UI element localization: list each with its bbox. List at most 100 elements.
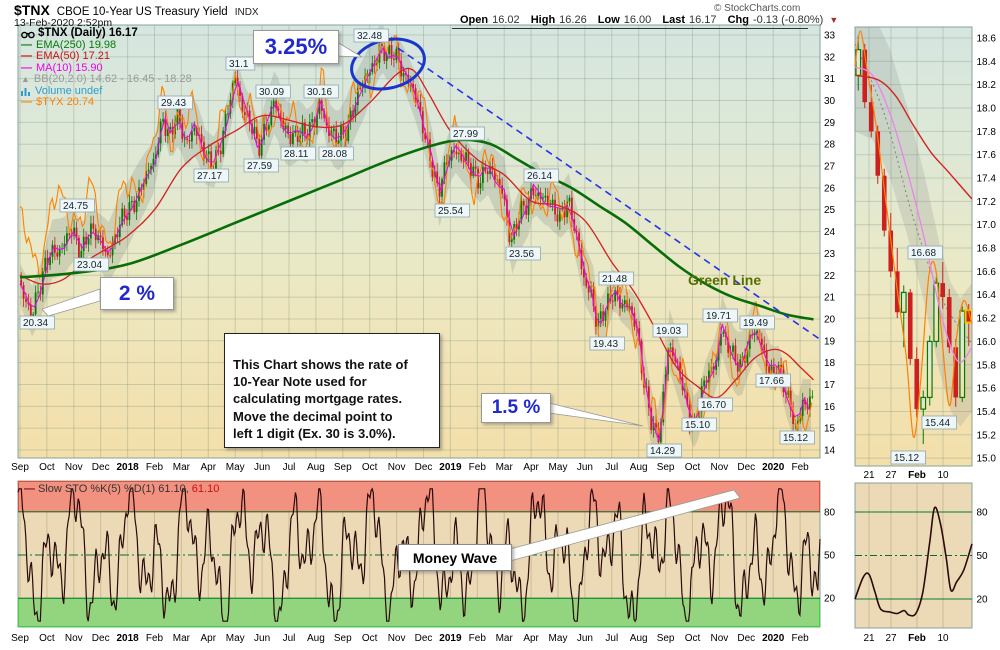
svg-text:Dec: Dec xyxy=(737,633,755,644)
chg-value: -0.13 (-0.80%) xyxy=(752,14,824,26)
svg-text:Jul: Jul xyxy=(605,462,618,473)
svg-text:Jul: Jul xyxy=(283,633,296,644)
svg-text:27: 27 xyxy=(885,633,897,644)
svg-text:18.6: 18.6 xyxy=(977,34,997,45)
ema50-line xyxy=(19,67,814,399)
svg-text:21: 21 xyxy=(863,633,875,644)
svg-text:18.4: 18.4 xyxy=(977,57,997,68)
svg-text:Nov: Nov xyxy=(65,633,83,644)
svg-text:17: 17 xyxy=(824,380,836,391)
svg-text:Feb: Feb xyxy=(146,462,164,473)
svg-text:2019: 2019 xyxy=(439,462,462,473)
svg-text:50: 50 xyxy=(824,551,836,562)
last-value: 16.17 xyxy=(688,14,717,26)
svg-text:Aug: Aug xyxy=(307,462,325,473)
svg-text:19: 19 xyxy=(824,336,836,347)
mini-sto-panel: 80 50 20 21 27 Feb 10 xyxy=(854,482,989,644)
svg-text:Oct: Oct xyxy=(39,462,55,473)
svg-text:2018: 2018 xyxy=(116,462,139,473)
svg-text:20.34: 20.34 xyxy=(23,318,48,329)
svg-text:29: 29 xyxy=(824,118,836,129)
svg-text:27.99: 27.99 xyxy=(453,129,478,140)
svg-text:31: 31 xyxy=(824,74,836,85)
svg-text:Feb: Feb xyxy=(908,470,926,481)
svg-text:80: 80 xyxy=(977,508,989,519)
svg-text:15.0: 15.0 xyxy=(977,454,997,465)
svg-text:Mar: Mar xyxy=(173,633,191,644)
svg-text:26: 26 xyxy=(824,183,836,194)
low-value: 16.00 xyxy=(623,14,652,26)
svg-text:21: 21 xyxy=(863,470,875,481)
svg-text:Nov: Nov xyxy=(388,462,406,473)
mini-tyx-line xyxy=(855,30,972,438)
svg-text:Feb: Feb xyxy=(791,462,809,473)
mini-ma10-line xyxy=(855,66,972,364)
svg-text:Aug: Aug xyxy=(630,633,648,644)
svg-text:30: 30 xyxy=(824,96,836,107)
high-label: High xyxy=(530,14,556,26)
ema250-line xyxy=(19,138,814,321)
legend-item-label: BB(20,2.0) 14.62 - 16.45 - 18.28 xyxy=(33,73,192,85)
mini-candles xyxy=(855,35,972,445)
bb-triangle-icon: ▲ xyxy=(21,74,30,84)
svg-text:15.8: 15.8 xyxy=(977,360,997,371)
svg-text:18.0: 18.0 xyxy=(977,104,997,115)
svg-text:16.8: 16.8 xyxy=(977,244,997,255)
svg-text:14: 14 xyxy=(824,445,836,456)
svg-text:18: 18 xyxy=(824,358,836,369)
svg-text:15: 15 xyxy=(824,424,836,435)
legend-item: — MA(10) 15.90 xyxy=(21,61,192,75)
line-swatch-icon: — xyxy=(21,96,32,108)
mini-price-chart: 18.6 18.4 18.2 18.0 17.8 17.6 17.4 17.2 17.0 16.8… xyxy=(854,26,997,481)
svg-text:25.54: 25.54 xyxy=(438,206,463,217)
line-swatch-icon: — xyxy=(21,61,32,74)
svg-text:2020: 2020 xyxy=(762,633,785,644)
svg-text:Oct: Oct xyxy=(362,633,378,644)
svg-text:Jul: Jul xyxy=(605,633,618,644)
annotation-money-wave: Money Wave xyxy=(398,544,512,571)
trendline xyxy=(397,47,820,340)
svg-text:16.0: 16.0 xyxy=(977,337,997,348)
svg-text:17.4: 17.4 xyxy=(977,174,997,185)
inspect-icon xyxy=(21,31,35,39)
svg-text:17.6: 17.6 xyxy=(977,150,997,161)
last-label: Last xyxy=(662,14,685,26)
svg-text:27: 27 xyxy=(885,470,897,481)
svg-text:17.8: 17.8 xyxy=(977,127,997,138)
sto-line xyxy=(17,487,821,623)
mini-ema50-line xyxy=(855,74,972,200)
svg-text:80: 80 xyxy=(824,507,836,518)
svg-text:Sep: Sep xyxy=(334,633,352,644)
svg-text:Oct: Oct xyxy=(685,462,701,473)
svg-text:24.75: 24.75 xyxy=(63,201,88,212)
low-label: Low xyxy=(597,14,620,26)
svg-text:16.6: 16.6 xyxy=(977,267,997,278)
sto-d-value: 61.10 xyxy=(191,483,220,495)
svg-text:18.2: 18.2 xyxy=(977,80,997,91)
legend-item: — EMA(50) 17.21 xyxy=(21,50,192,63)
svg-text:10: 10 xyxy=(937,633,949,644)
green-line-label: Green Line xyxy=(688,272,762,288)
legend-item: ▲ BB(20,2.0) 14.62 - 16.45 - 18.28 xyxy=(21,73,192,86)
annotation-note-box: This Chart shows the rate of 10-Year Not… xyxy=(224,333,440,448)
legend-item: — $TYX 20.74 xyxy=(21,96,192,109)
svg-text:16.68: 16.68 xyxy=(911,248,936,259)
svg-text:25: 25 xyxy=(824,205,836,216)
svg-text:Oct: Oct xyxy=(39,633,55,644)
line-swatch-icon: — xyxy=(21,38,32,51)
svg-text:15.4: 15.4 xyxy=(977,407,997,418)
svg-text:22: 22 xyxy=(824,271,836,282)
svg-text:Nov: Nov xyxy=(388,633,406,644)
svg-text:Nov: Nov xyxy=(65,462,83,473)
svg-text:30.09: 30.09 xyxy=(259,87,284,98)
svg-text:20: 20 xyxy=(977,595,989,606)
legend-title: $TNX (Daily) 16.17 xyxy=(38,27,138,39)
svg-text:27: 27 xyxy=(824,162,836,173)
svg-text:15.12: 15.12 xyxy=(894,453,919,464)
svg-text:Sep: Sep xyxy=(11,633,29,644)
svg-text:19.43: 19.43 xyxy=(593,339,618,350)
tyx-line xyxy=(19,28,813,436)
svg-text:Sep: Sep xyxy=(657,462,675,473)
svg-text:16.4: 16.4 xyxy=(977,290,997,301)
